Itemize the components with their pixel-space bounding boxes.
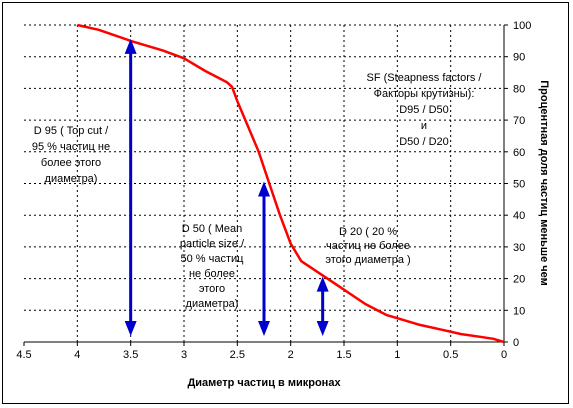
- arrow-head-down: [316, 321, 329, 336]
- annotation-line: не более: [189, 268, 235, 280]
- annotation-4: SF (Steapness factors / Факторы крутизны)…: [367, 72, 483, 148]
- x-tick-label: 2.5: [230, 349, 245, 361]
- annotation-line: и: [421, 120, 427, 132]
- annotation-line: 50 % частиц: [181, 253, 245, 265]
- arrow-head-up: [316, 276, 329, 292]
- annotation-line: диаметра): [45, 173, 98, 185]
- y-tick-label: 20: [513, 274, 525, 286]
- arrow-head-down: [258, 321, 270, 336]
- x-tick-label: 0.5: [443, 349, 458, 361]
- y-tick-label: 40: [513, 210, 525, 222]
- double-arrow: [258, 181, 270, 336]
- annotation-line: этого диаметра ): [325, 254, 410, 266]
- chart-frame: [2, 2, 569, 404]
- annotation-1: D 95 ( Top cut / 95 % частиц не более этог…: [32, 125, 110, 185]
- distribution-curve: [77, 23, 505, 344]
- arrow-layer: [124, 38, 329, 336]
- x-tick-label: 2: [288, 349, 294, 361]
- double-arrow: [124, 38, 137, 336]
- annotation-3: D 20 ( 20 % частиц не более этого диаметра…: [325, 226, 410, 266]
- arrow-head-up: [124, 38, 137, 54]
- annotation-line: Факторы крутизны):: [374, 88, 475, 100]
- y-tick-label: 50: [513, 179, 525, 191]
- arrow-head-down: [124, 321, 137, 336]
- annotation-layer: D 95 ( Top cut / 95 % частиц не более этог…: [32, 72, 483, 310]
- x-axis-title: Диаметр частиц в микронах: [187, 377, 341, 389]
- y-tick-label: 90: [513, 52, 525, 64]
- annotation-line: более этого: [41, 157, 101, 169]
- x-tick-label: 4: [74, 349, 80, 361]
- y-axis-title: Процентная доля частиц меньше чем: [538, 80, 550, 285]
- annotation-line: D50 / D20: [399, 136, 449, 148]
- annotation-line: этого: [199, 283, 225, 295]
- annotation-line: D 20 ( 20 %: [339, 226, 397, 238]
- x-tick-label: 1.5: [336, 349, 351, 361]
- y-tick-label: 0: [513, 337, 519, 349]
- annotation-line: 95 % частиц не: [32, 141, 110, 153]
- y-tick-label: 80: [513, 83, 525, 95]
- annotation-line: частиц не более: [326, 240, 410, 252]
- axis-layer: 0 10 20 30 40 50 60 70 80 90 100 4.5 4 3.5 3 2.5 2 1.5 1 0.…: [16, 20, 531, 361]
- annotation-line: particle size /: [180, 238, 245, 250]
- x-tick-label: 3.5: [123, 349, 138, 361]
- grid-layer: [24, 24, 504, 342]
- annotation-line: диаметра): [186, 298, 239, 310]
- annotation-2: D 50 ( Mean particle size / 50 % частиц не …: [180, 223, 245, 310]
- double-arrow: [316, 276, 329, 336]
- annotation-line: D 95 ( Top cut /: [34, 125, 109, 137]
- x-tick-label: 0: [501, 349, 507, 361]
- y-tick-label: 10: [513, 305, 525, 317]
- arrow-head-up: [258, 181, 270, 197]
- x-tick-label: 1: [394, 349, 400, 361]
- y-tick-label: 60: [513, 147, 525, 159]
- x-tick-label: 4.5: [16, 349, 31, 361]
- annotation-line: D95 / D50: [399, 104, 449, 116]
- annotation-line: D 50 ( Mean: [182, 223, 243, 235]
- y-tick-label: 70: [513, 115, 525, 127]
- annotation-line: SF (Steapness factors /: [367, 72, 483, 84]
- series-layer: [77, 23, 505, 344]
- y-tick-label: 100: [513, 20, 531, 32]
- x-tick-label: 3: [181, 349, 187, 361]
- y-tick-label: 30: [513, 242, 525, 254]
